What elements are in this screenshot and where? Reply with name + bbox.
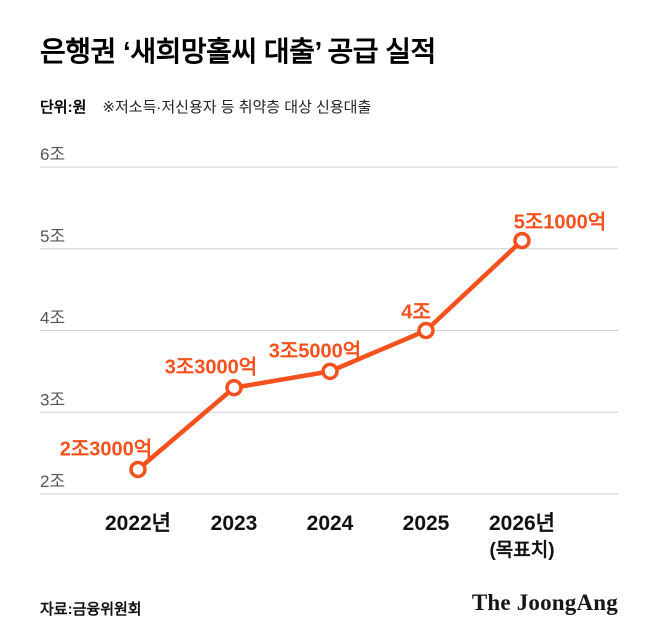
chart-title: 은행권 ‘새희망홀씨 대출’ 공급 실적 [40, 36, 436, 67]
x-tick-label: 2026년 [489, 512, 555, 535]
x-tick-label: 2022년 [105, 512, 171, 535]
unit-label: 단위:원 [40, 99, 87, 116]
line-chart: 2조 3조 4조 5조 6조 2조3000억 3조3000억 3조5000억 4조 5조1000억… [0, 130, 658, 575]
x-tick-label: 2025 [403, 512, 450, 535]
value-label: 3조3000억 [165, 356, 257, 379]
x-tick-label: 2023 [211, 512, 258, 535]
note-label: ※저소득·저신용자 등 취약층 대상 신용대출 [102, 99, 372, 116]
y-tick-label: 6조 [40, 145, 65, 164]
y-tick-label: 3조 [40, 390, 65, 409]
joongang-logo: The JoongAng [471, 590, 618, 615]
y-tick-label: 5조 [40, 227, 65, 246]
y-tick-label: 2조 [40, 472, 65, 491]
value-label: 4조 [401, 302, 431, 324]
data-point [513, 231, 531, 250]
value-label: 5조1000억 [514, 211, 606, 234]
line-chart-svg: 2조 3조 4조 5조 6조 2조3000억 3조3000억 3조5000억 4조 5조1000억… [40, 145, 618, 561]
data-point [129, 460, 147, 479]
x-tick-label: 2024 [307, 512, 354, 535]
y-tick-label: 4조 [40, 309, 65, 328]
source-label: 자료:금융위원회 [40, 601, 142, 618]
value-label: 2조3000억 [60, 437, 152, 460]
x-tick-sublabel: (목표치) [489, 539, 554, 561]
data-point [225, 378, 243, 397]
chart-subtitle: 단위:원 ※저소득·저신용자 등 취약층 대상 신용대출 [40, 96, 371, 117]
value-label: 3조5000억 [269, 339, 361, 362]
data-point [321, 362, 339, 381]
data-point [417, 321, 435, 340]
